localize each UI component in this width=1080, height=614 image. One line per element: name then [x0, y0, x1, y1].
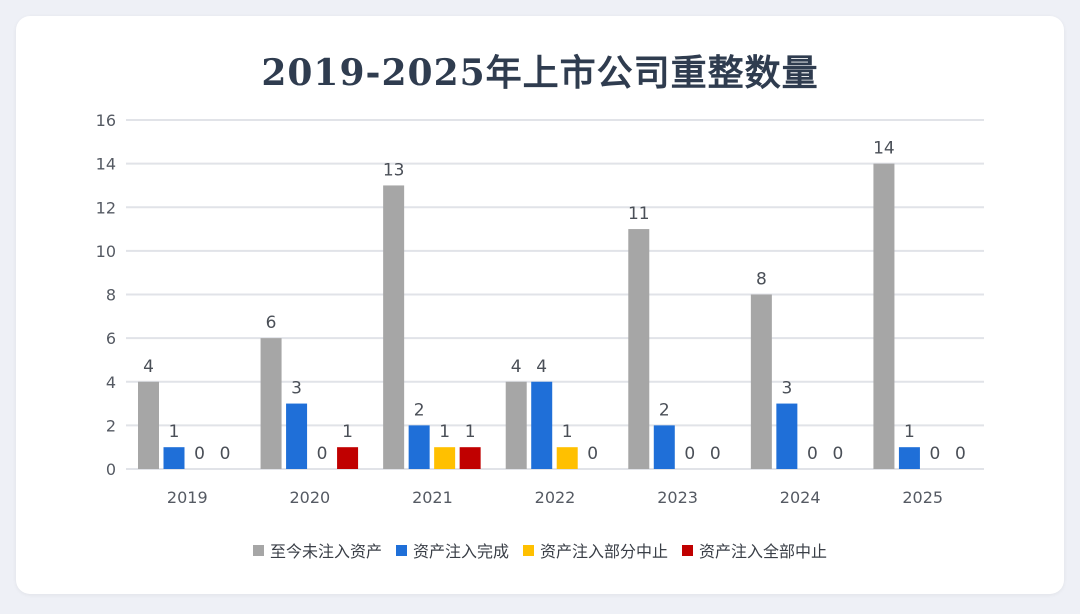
- data-label: 1: [169, 422, 180, 442]
- legend-swatch: [523, 544, 534, 556]
- bar: [383, 185, 405, 469]
- legend-label: 至今未注入资产: [269, 542, 382, 561]
- y-tick-label: 6: [106, 329, 116, 348]
- data-label: 0: [807, 444, 818, 464]
- data-label: 1: [465, 422, 476, 442]
- x-tick-label: 2024: [780, 488, 821, 507]
- data-label: 3: [781, 379, 792, 399]
- data-label: 0: [220, 444, 231, 464]
- x-tick-label: 2023: [657, 488, 698, 507]
- data-label: 13: [383, 160, 405, 180]
- bar: [556, 447, 578, 469]
- x-tick-label: 2021: [412, 488, 453, 507]
- legend-item: 资产注入完成: [395, 538, 509, 562]
- data-label: 3: [291, 379, 302, 399]
- bar: [163, 447, 185, 469]
- x-tick-label: 2020: [289, 488, 330, 507]
- data-label: 11: [628, 204, 650, 224]
- bar: [459, 447, 481, 469]
- data-label: 4: [511, 357, 522, 377]
- data-label: 0: [710, 444, 721, 464]
- data-label: 4: [536, 357, 547, 377]
- legend-label: 资产注入部分中止: [540, 542, 669, 561]
- x-tick-label: 2025: [902, 488, 943, 507]
- bar: [434, 447, 456, 469]
- legend-swatch: [395, 544, 407, 556]
- data-label: 0: [930, 444, 941, 464]
- x-tick-label: 2019: [167, 488, 208, 507]
- legend-item: 资产注入部分中止: [523, 538, 668, 562]
- data-label: 0: [317, 444, 328, 464]
- x-tick-label: 2022: [535, 488, 576, 507]
- legend-label: 资产注入完成: [412, 542, 509, 561]
- legend-item: 至今未注入资产: [252, 538, 382, 562]
- y-tick-label: 2: [106, 416, 116, 435]
- bar: [898, 447, 920, 469]
- bar: [286, 403, 308, 469]
- y-tick-label: 0: [106, 460, 116, 479]
- data-label: 0: [955, 444, 966, 464]
- bar: [653, 425, 675, 469]
- legend-item: 资产注入全部中止: [682, 538, 827, 562]
- data-label: 6: [266, 313, 277, 333]
- bar: [337, 447, 359, 469]
- bar: [408, 425, 430, 469]
- bar: [873, 163, 895, 469]
- bar: [138, 381, 159, 469]
- legend-label: 资产注入全部中止: [699, 542, 828, 561]
- chart-title: 2019-2025年上市公司重整数量: [261, 52, 819, 94]
- chart-legend: 至今未注入资产 资产注入完成 资产注入部分中止 资产注入全部中止: [0, 538, 1080, 562]
- bar: [776, 403, 798, 469]
- data-label: 8: [756, 270, 767, 290]
- y-tick-label: 4: [106, 373, 116, 392]
- data-label: 0: [194, 444, 205, 464]
- y-tick-label: 10: [96, 242, 116, 261]
- data-label: 1: [562, 422, 573, 442]
- data-label: 4: [143, 357, 154, 377]
- y-tick-label: 16: [96, 111, 116, 130]
- bar: [750, 294, 772, 469]
- data-label: 2: [659, 400, 670, 420]
- bar: [531, 381, 553, 469]
- data-label: 1: [342, 422, 353, 442]
- data-label: 0: [587, 444, 598, 464]
- bar: [260, 338, 282, 469]
- y-tick-label: 14: [96, 155, 116, 174]
- y-tick-label: 8: [106, 286, 116, 305]
- data-label: 14: [873, 139, 895, 159]
- bar: [505, 381, 527, 469]
- legend-swatch: [252, 544, 264, 556]
- y-tick-label: 12: [96, 198, 116, 217]
- data-label: 1: [439, 422, 450, 442]
- legend-swatch: [682, 544, 694, 556]
- data-label: 0: [832, 444, 843, 464]
- bar: [628, 229, 650, 469]
- data-label: 1: [904, 422, 915, 442]
- data-label: 0: [684, 444, 695, 464]
- data-label: 2: [414, 400, 425, 420]
